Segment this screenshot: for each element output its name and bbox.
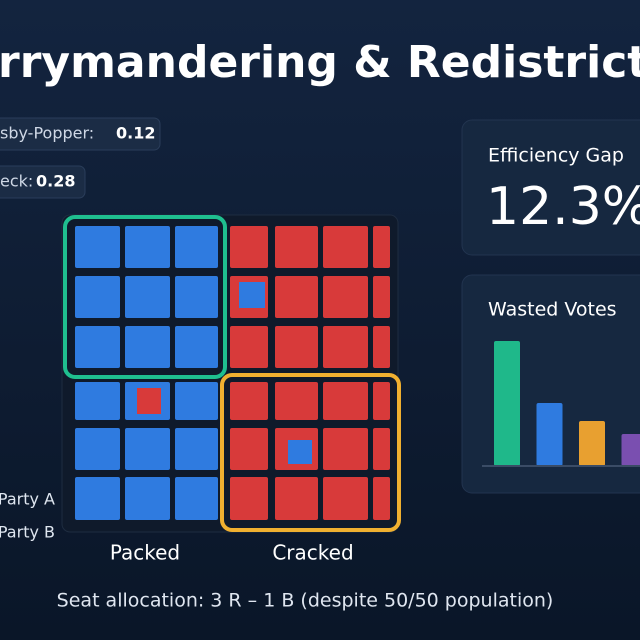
precinct xyxy=(230,477,268,520)
metric-value: 0.12 xyxy=(116,124,155,143)
precinct xyxy=(275,326,318,368)
precinct xyxy=(275,477,318,520)
card-title: Efficiency Gap xyxy=(488,145,624,167)
precinct xyxy=(175,477,218,520)
metric-pill xyxy=(0,165,86,199)
footer: Seat allocation: 3 R – 1 B (despite 50/5… xyxy=(57,590,554,612)
precinct xyxy=(175,382,218,420)
precinct xyxy=(323,428,368,470)
precinct xyxy=(373,477,390,520)
metric-label: sby-Popper: xyxy=(0,124,94,143)
metric-pill xyxy=(0,117,161,151)
precinct xyxy=(373,428,390,470)
precinct xyxy=(75,382,120,420)
precinct xyxy=(230,226,268,268)
precinct xyxy=(323,226,368,268)
precinct xyxy=(75,326,120,368)
precinct xyxy=(175,326,218,368)
precinct xyxy=(75,276,120,318)
title: rrymandering & Redistricting L xyxy=(0,37,640,88)
precinct xyxy=(125,276,170,318)
precinct xyxy=(75,226,120,268)
district-label: Cracked xyxy=(272,541,353,565)
precinct xyxy=(75,477,120,520)
precinct xyxy=(230,382,268,420)
bar xyxy=(494,341,520,466)
district-outline xyxy=(220,373,401,532)
metric-label: eck: xyxy=(0,172,33,191)
precinct xyxy=(373,326,390,368)
precinct xyxy=(175,226,218,268)
bar xyxy=(579,421,605,466)
voter-dot xyxy=(239,282,265,308)
precinct xyxy=(75,428,120,470)
precinct xyxy=(275,276,318,318)
metric-value: 0.28 xyxy=(36,172,75,191)
bar xyxy=(536,403,563,466)
precinct xyxy=(125,428,170,470)
voter-dot xyxy=(288,440,312,464)
precinct xyxy=(323,382,368,420)
card xyxy=(461,119,640,256)
legend-label: Party A xyxy=(0,490,55,509)
precinct xyxy=(125,477,170,520)
district-outline xyxy=(63,215,227,379)
precinct xyxy=(125,226,170,268)
precinct xyxy=(175,428,218,470)
precinct xyxy=(323,326,368,368)
precinct xyxy=(175,276,218,318)
bar xyxy=(621,434,640,466)
precinct xyxy=(373,226,390,268)
voter-dot xyxy=(137,388,161,414)
precinct xyxy=(230,326,268,368)
precinct xyxy=(373,276,390,318)
card-value: 12.3% xyxy=(486,177,640,237)
card-title: Wasted Votes xyxy=(488,299,617,321)
precinct xyxy=(373,382,390,420)
precinct xyxy=(323,276,368,318)
precinct xyxy=(125,326,170,368)
precinct xyxy=(275,226,318,268)
precinct xyxy=(275,382,318,420)
precinct xyxy=(323,477,368,520)
precinct xyxy=(230,428,268,470)
legend-label: Party B xyxy=(0,523,55,542)
district-label: Packed xyxy=(110,541,180,565)
